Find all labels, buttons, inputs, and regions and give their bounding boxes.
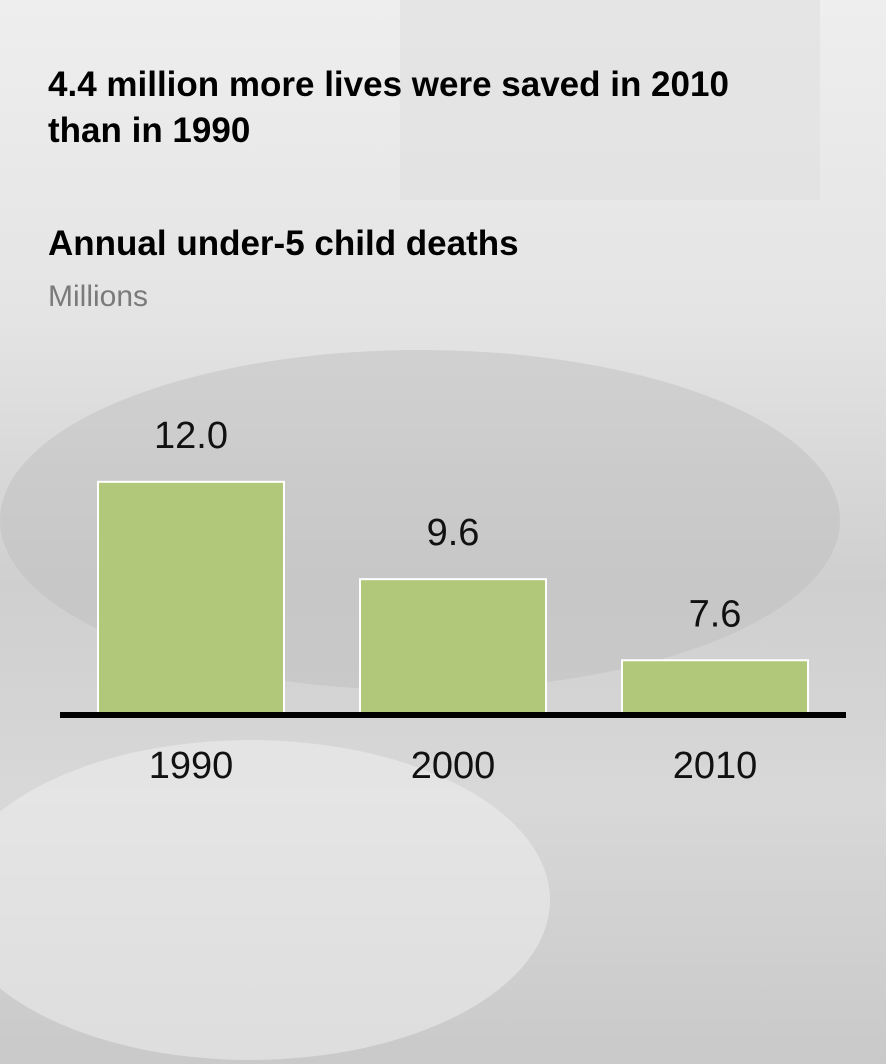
data-label: 12.0 [154,415,228,457]
x-tick-label: 2010 [673,745,758,787]
data-label: 7.6 [689,593,742,635]
bar [359,578,547,717]
bar [621,659,809,717]
background-shape [0,740,550,1060]
data-label: 9.6 [427,512,480,554]
background-shape [400,0,820,200]
bar [97,480,285,716]
chart-subtitle: Millions [48,280,149,313]
chart-title: Annual under-5 child deaths [48,224,519,263]
x-tick-label: 1990 [149,745,234,787]
x-tick-label: 2000 [411,745,496,787]
headline: 4.4 million more lives were saved in 201… [48,65,729,150]
